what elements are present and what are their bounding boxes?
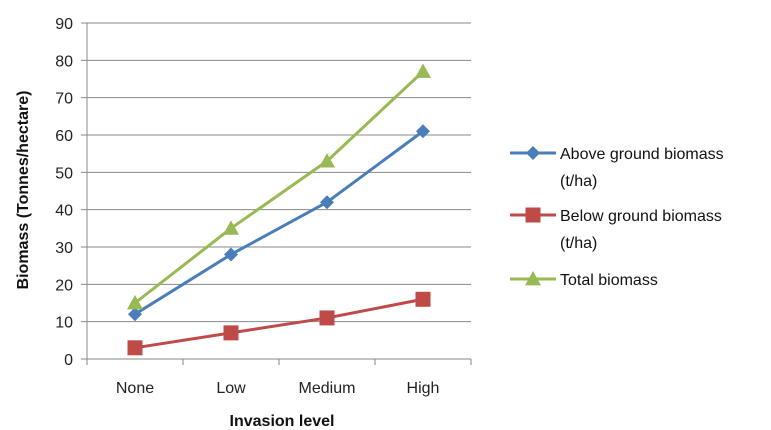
series-1 <box>127 291 431 356</box>
y-tick-labels: 0 10 20 30 40 50 60 70 80 90 <box>55 16 73 369</box>
data-point <box>319 153 335 168</box>
data-point <box>127 340 143 356</box>
series-line <box>134 70 425 305</box>
data-point <box>416 124 430 139</box>
series-0 <box>128 124 430 322</box>
y-tick-label: 90 <box>55 16 73 33</box>
series-group <box>127 63 431 356</box>
data-point <box>127 295 143 310</box>
legend-item: Total biomass <box>510 271 658 289</box>
y-tick-label: 20 <box>55 277 73 294</box>
y-tick-label: 40 <box>55 203 73 220</box>
x-axis-title: Invasion level <box>230 413 335 430</box>
data-point <box>415 63 431 78</box>
x-tick-label: Low <box>216 380 246 397</box>
legend-marker <box>526 146 540 160</box>
legend-item: Above ground biomass (t/ha) <box>510 146 724 190</box>
legend-marker <box>525 271 541 286</box>
y-tick-label: 50 <box>55 165 73 182</box>
y-tick-label: 0 <box>64 352 73 369</box>
y-axis-title: Biomass (Tonnes/hectare) <box>15 91 32 290</box>
y-tick-label: 10 <box>55 315 73 332</box>
legend-label: (t/ha) <box>560 173 597 190</box>
series-2 <box>127 63 431 310</box>
series-line <box>134 297 424 350</box>
series-line <box>134 130 424 316</box>
legend-label: (t/ha) <box>560 235 597 252</box>
data-point <box>224 247 238 262</box>
x-tick-label: High <box>407 380 440 397</box>
x-tick-label: Medium <box>299 380 356 397</box>
legend-label: Below ground biomass <box>560 208 722 225</box>
y-tick-label: 60 <box>55 128 73 145</box>
data-point <box>128 307 142 322</box>
y-tick-label: 70 <box>55 91 73 108</box>
x-tick-labels: None Low Medium High <box>116 380 440 397</box>
y-tick-label: 30 <box>55 240 73 257</box>
grid-lines <box>87 22 471 323</box>
legend: Above ground biomass(t/ha)Below ground b… <box>510 146 724 289</box>
data-point <box>223 325 239 341</box>
data-point <box>320 195 334 210</box>
legend-label: Above ground biomass <box>560 146 724 163</box>
axes <box>81 22 472 365</box>
y-tick-label: 80 <box>55 53 73 70</box>
legend-item: Below ground biomass (t/ha) <box>510 207 722 252</box>
data-point <box>415 291 431 307</box>
x-tick-label: None <box>116 380 154 397</box>
data-point <box>319 310 335 326</box>
data-point <box>223 220 239 235</box>
legend-marker <box>525 207 541 223</box>
legend-label: Total biomass <box>560 272 658 289</box>
